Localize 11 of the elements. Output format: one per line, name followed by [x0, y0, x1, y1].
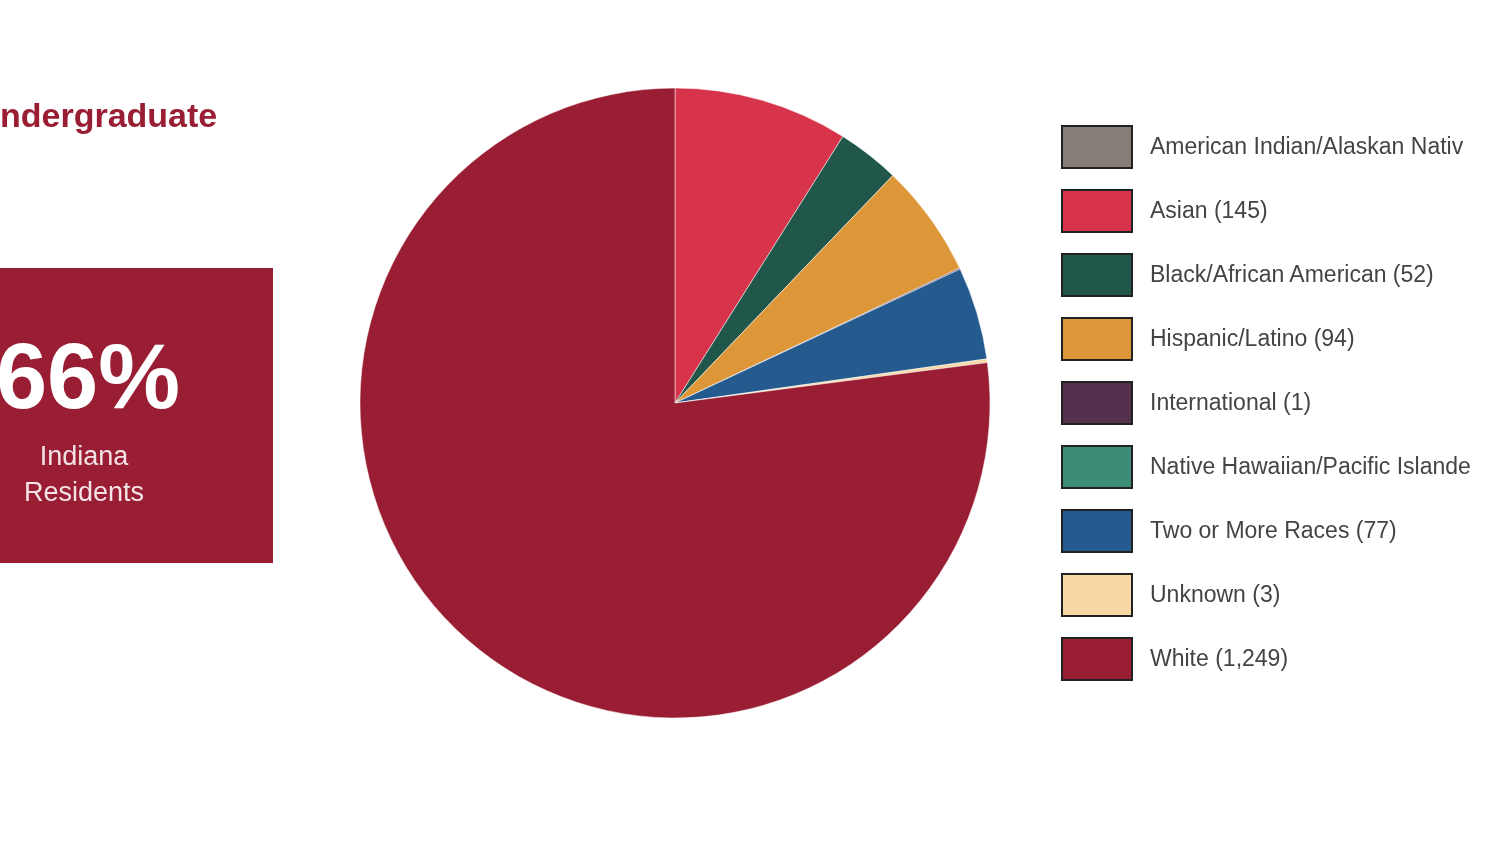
legend-label: International (1) — [1150, 389, 1312, 415]
legend-label: Unknown (3) — [1150, 581, 1281, 607]
legend-label: Native Hawaiian/Pacific Islande — [1150, 453, 1471, 479]
legend-label: Asian (145) — [1150, 197, 1268, 223]
legend-label: American Indian/Alaskan Nativ — [1150, 133, 1464, 159]
legend-label: Two or More Races (77) — [1150, 517, 1397, 543]
legend-label: White (1,249) — [1150, 645, 1289, 671]
chart-title: ndergraduate — [0, 96, 218, 134]
text: Indiana Residents — [23, 441, 145, 507]
legend-label: Hispanic/Latino (94) — [1150, 325, 1355, 351]
legend-label: Black/African American (52) — [1150, 261, 1434, 287]
